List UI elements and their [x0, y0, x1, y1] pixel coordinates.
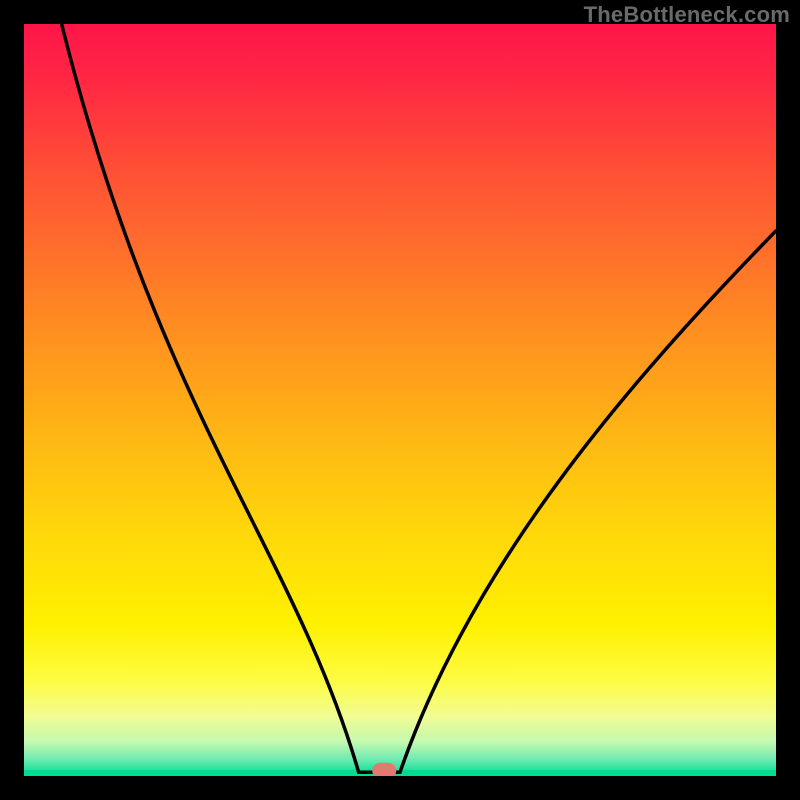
- bottleneck-chart: [0, 0, 800, 800]
- watermark-text: TheBottleneck.com: [584, 2, 790, 28]
- chart-container: TheBottleneck.com: [0, 0, 800, 800]
- gradient-background: [24, 24, 776, 776]
